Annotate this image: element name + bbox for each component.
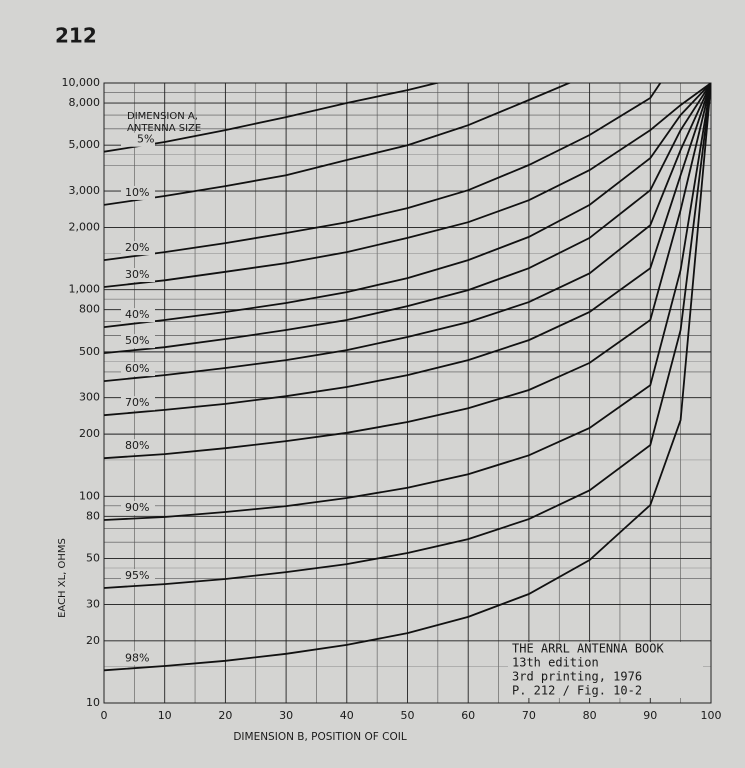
curve xyxy=(104,83,662,261)
curve-label-bg xyxy=(121,569,155,584)
curve-label-bg xyxy=(121,132,155,147)
annotation-bg xyxy=(508,670,703,684)
curve xyxy=(104,83,711,382)
y-tick-label: 2,000 xyxy=(69,220,101,233)
curve-label-bg xyxy=(121,185,155,200)
curve-label: 60% xyxy=(125,362,149,375)
x-tick-label: 30 xyxy=(279,709,293,722)
curve-label-bg xyxy=(121,396,155,411)
annotation-line: THE ARRL ANTENNA BOOK xyxy=(512,642,664,656)
y-tick-label: 200 xyxy=(79,427,100,440)
curve xyxy=(104,83,711,521)
curve-label-bg xyxy=(121,439,155,454)
y-axis-label: EACH XL, OHMS xyxy=(57,538,68,618)
y-tick-label: 300 xyxy=(79,391,100,404)
y-tick-label: 10 xyxy=(86,696,100,709)
x-tick-label: 10 xyxy=(158,709,172,722)
x-tick-label: 20 xyxy=(218,709,232,722)
annotation-bg xyxy=(508,642,703,656)
curve xyxy=(104,83,711,672)
annotation-line: 3rd printing, 1976 xyxy=(512,670,642,684)
y-tick-label: 8,000 xyxy=(69,96,101,109)
curve-label: 20% xyxy=(125,241,149,254)
x-tick-label: 40 xyxy=(340,709,354,722)
annotation-line: P. 212 / Fig. 10-2 xyxy=(512,684,642,698)
x-tick-label: 60 xyxy=(461,709,475,722)
curve-label: 5% xyxy=(137,133,154,146)
annotation-bg xyxy=(508,684,703,698)
plot-frame xyxy=(103,82,712,704)
x-axis-label: DIMENSION B, POSITION OF COIL xyxy=(233,731,406,743)
curve xyxy=(104,83,711,328)
curve-label-bg xyxy=(121,268,155,283)
y-tick-label: 3,000 xyxy=(69,184,101,197)
page-number: 212 xyxy=(55,24,97,48)
curve xyxy=(104,83,711,417)
y-tick-label: 5,000 xyxy=(69,138,101,151)
y-tick-label: 20 xyxy=(86,634,100,647)
x-tick-label: 100 xyxy=(701,709,722,722)
x-tick-label: 70 xyxy=(522,709,536,722)
curve-label-bg xyxy=(121,362,155,377)
y-tick-label: 800 xyxy=(79,303,100,316)
curve-label: 98% xyxy=(125,651,149,664)
y-tick-label: 50 xyxy=(86,552,100,565)
header-label: DIMENSION A, xyxy=(127,111,198,122)
curve-label: 50% xyxy=(125,334,149,347)
curve-label-bg xyxy=(121,651,155,666)
curves xyxy=(104,83,711,672)
x-tick-label: 50 xyxy=(401,709,415,722)
x-tick-label: 0 xyxy=(101,709,108,722)
annotation-line: 13th edition xyxy=(512,656,599,670)
curve-label: 90% xyxy=(125,501,149,514)
curve-label: 70% xyxy=(125,396,149,409)
curve xyxy=(104,83,441,153)
y-tick-label: 30 xyxy=(86,597,100,610)
y-tick-label: 80 xyxy=(86,509,100,522)
y-tick-label: 100 xyxy=(79,489,100,502)
curve-label: 10% xyxy=(125,186,149,199)
x-tick-label: 80 xyxy=(583,709,597,722)
curve xyxy=(104,83,711,354)
curve-label-bg xyxy=(121,501,155,516)
curve-label: 95% xyxy=(125,569,149,582)
y-tick-label: 10,000 xyxy=(62,76,101,89)
curve-label: 80% xyxy=(125,439,149,452)
y-tick-label: 500 xyxy=(79,345,100,358)
y-tick-label: 1,000 xyxy=(69,283,101,296)
curve-label-bg xyxy=(121,241,155,256)
curve xyxy=(104,83,572,206)
curve xyxy=(104,83,711,589)
curve-label: 30% xyxy=(125,268,149,281)
curve xyxy=(104,83,711,288)
annotation-bg xyxy=(508,656,703,670)
curve-label: 40% xyxy=(125,308,149,321)
curve-label-bg xyxy=(121,334,155,349)
curve-label-bg xyxy=(121,308,155,323)
curve xyxy=(104,83,711,460)
x-tick-label: 90 xyxy=(643,709,657,722)
header-label: ANTENNA SIZE xyxy=(127,123,201,134)
